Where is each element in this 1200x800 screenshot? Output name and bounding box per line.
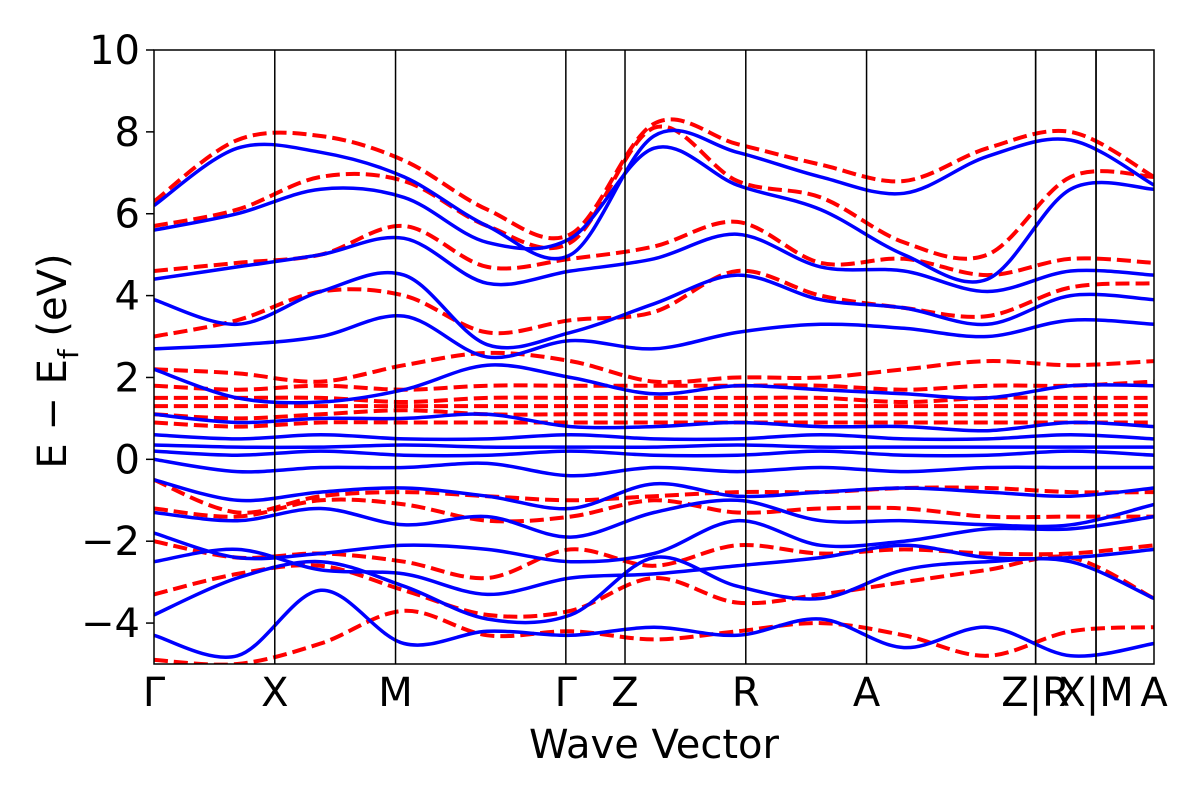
y-axis-label: E − Ef (eV) <box>30 253 85 468</box>
solid-band-line-10 <box>154 412 1154 433</box>
solid-band-line-5 <box>154 478 1154 511</box>
x-tick-label-8: X|M <box>1058 670 1133 716</box>
solid-band-line-4 <box>154 498 1154 539</box>
dashed-band-line-4 <box>154 477 1154 515</box>
y-axis: −4 −2 0 2 4 6 8 10 <box>81 28 154 647</box>
solid-band-line-1 <box>154 555 1154 625</box>
solid-band-line-2 <box>154 543 1154 597</box>
x-tick-label-5: R <box>732 670 760 716</box>
solid-band-line-9 <box>154 433 1154 442</box>
x-tick-label-0: Γ <box>143 670 166 716</box>
plot-frame <box>153 49 1155 665</box>
x-tick-label-6: A <box>853 670 881 716</box>
solid-band-line-14 <box>154 232 1154 294</box>
y-tick-label-4: 4 <box>115 274 140 320</box>
dashed-band-line-1 <box>154 554 1154 619</box>
y-axis-label-unit: (eV) <box>30 253 76 349</box>
plot-area <box>153 49 1155 665</box>
x-tick-label-9: A <box>1140 670 1168 716</box>
solid-band-line-8 <box>154 443 1154 450</box>
x-tick-label-3: Γ <box>555 670 578 716</box>
solid-band-line-0 <box>154 588 1154 659</box>
dashed-band-line-13 <box>154 124 1154 261</box>
x-axis-label: Wave Vector <box>529 722 780 768</box>
dashed-band-line-9 <box>154 379 1154 392</box>
x-tick-label-4: Z <box>611 670 638 716</box>
solid-band-line-7 <box>154 449 1154 458</box>
solid-band-line-13 <box>154 270 1154 350</box>
solid-band-line-12 <box>154 313 1154 360</box>
solid-bands-group <box>154 128 1154 659</box>
y-tick-label-2: 0 <box>115 437 140 483</box>
solid-band-line-15 <box>154 145 1154 284</box>
x-axis: Γ X M Γ Z R A Z|RX|M A <box>143 670 1168 716</box>
y-tick-label-3: 2 <box>115 355 140 401</box>
y-axis-label-subscript: f <box>52 348 85 359</box>
solid-band-line-11 <box>154 363 1154 405</box>
dashed-band-line-6 <box>154 408 1154 421</box>
x-tick-label-2: M <box>378 670 413 716</box>
dashed-band-line-14 <box>154 117 1154 241</box>
y-tick-label-6: 8 <box>115 110 140 156</box>
dashed-band-line-3 <box>154 497 1154 524</box>
dashed-band-line-0 <box>154 608 1154 664</box>
dashed-band-line-5 <box>154 420 1154 429</box>
x-tick-label-1: X <box>261 670 288 716</box>
y-tick-label-5: 6 <box>115 192 140 238</box>
solid-band-line-16 <box>154 128 1154 261</box>
y-tick-label-1: −2 <box>81 519 140 565</box>
y-tick-label-0: −4 <box>81 601 140 647</box>
y-tick-label-7: 10 <box>89 28 140 74</box>
dashed-band-line-10 <box>154 350 1154 385</box>
y-axis-label-main: E − E <box>30 359 76 469</box>
solid-band-line-3 <box>154 514 1154 564</box>
x-tick-label-7: Z|R <box>1001 670 1070 716</box>
solid-band-line-6 <box>154 457 1154 478</box>
high-symmetry-lines <box>274 50 1097 664</box>
